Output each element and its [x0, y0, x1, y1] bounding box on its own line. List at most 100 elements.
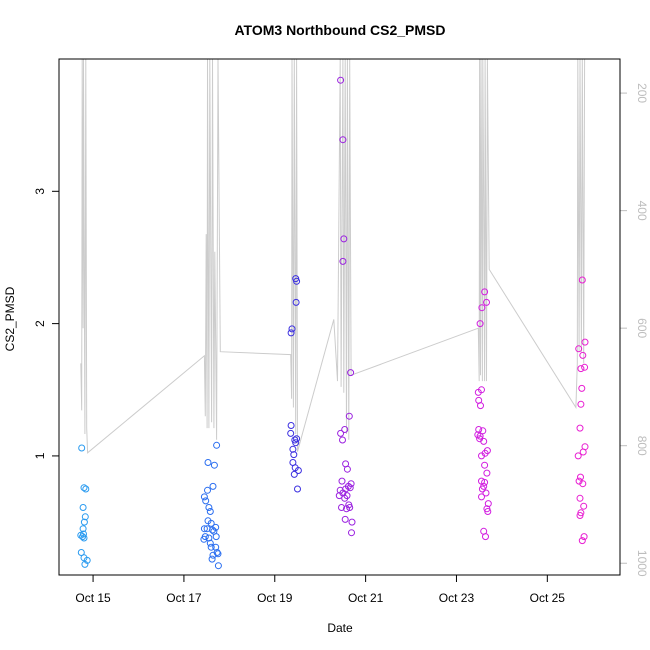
data-point [293, 277, 301, 285]
data-point [79, 525, 87, 533]
y-tick-label: 1 [33, 452, 47, 459]
data-point [579, 351, 587, 359]
data-point [481, 288, 489, 296]
data-point [81, 560, 89, 568]
data-point [341, 426, 349, 433]
x-tick-label: Oct 19 [257, 591, 293, 605]
data-point [339, 257, 347, 265]
data-point [83, 556, 91, 564]
data-point [577, 400, 585, 408]
data-point [289, 445, 297, 453]
data-point [335, 492, 343, 500]
x-tick-label: Oct 23 [439, 591, 475, 605]
data-point [340, 235, 348, 243]
data-point [482, 533, 489, 541]
data-point [80, 534, 88, 542]
data-point [209, 482, 217, 490]
data-point [212, 523, 220, 531]
data-point [479, 427, 487, 435]
data-point [483, 469, 491, 477]
data-point [477, 402, 484, 410]
data-point [574, 452, 582, 460]
data-point [341, 515, 349, 523]
data-point [206, 508, 214, 515]
data-point [207, 519, 215, 527]
data-point [293, 435, 301, 443]
data-point [294, 485, 301, 493]
data-point [339, 136, 347, 144]
data-point [578, 384, 586, 392]
data-point [347, 480, 355, 488]
data-point [484, 508, 492, 515]
y-tick-label: 2 [33, 320, 47, 327]
data-point [287, 422, 295, 429]
data-point [346, 504, 354, 511]
data-point [580, 533, 588, 541]
data-point [577, 473, 584, 481]
data-point [575, 345, 583, 353]
data-point [205, 534, 213, 542]
data-point [348, 529, 355, 537]
data-point [214, 550, 222, 558]
data-point [576, 512, 584, 519]
data-point [348, 518, 356, 526]
line-series-layer [80, 58, 586, 454]
data-point [476, 432, 484, 440]
y-axis-label: CS2_PMSD [3, 286, 17, 351]
data-point [474, 388, 482, 396]
data-point [287, 429, 295, 437]
data-point [475, 426, 483, 433]
right-tick-label: 400 [635, 201, 649, 221]
data-point [481, 478, 489, 486]
trace-line [80, 58, 586, 454]
data-point [205, 504, 213, 511]
data-point [208, 555, 216, 563]
data-point [576, 494, 584, 502]
data-point [294, 467, 302, 474]
data-point [482, 489, 490, 497]
x-axis-label: Date [327, 621, 353, 635]
data-point [200, 525, 208, 533]
data-point [341, 494, 349, 502]
plot-frame [58, 58, 621, 576]
data-point [78, 444, 86, 452]
data-point [483, 298, 490, 306]
x-tick-label: Oct 25 [530, 591, 566, 605]
x-tick-label: Oct 21 [348, 591, 384, 605]
data-point [343, 465, 351, 473]
data-point [77, 549, 85, 556]
x-tick-label: Oct 17 [166, 591, 202, 605]
data-point [580, 502, 588, 510]
right-tick-label: 600 [635, 318, 649, 338]
data-point [484, 500, 492, 508]
data-point [339, 436, 346, 444]
data-point [209, 551, 217, 559]
data-point [210, 461, 218, 469]
data-point [287, 329, 295, 337]
data-point [338, 477, 346, 485]
data-point [343, 505, 350, 513]
data-point [338, 504, 345, 511]
data-point [337, 429, 345, 437]
data-point [480, 437, 488, 445]
right-tick-label: 1000 [635, 550, 649, 577]
data-point [478, 485, 486, 493]
data-point [481, 461, 489, 469]
data-point [478, 304, 486, 312]
data-point [578, 537, 586, 545]
data-point [292, 298, 300, 306]
data-point [207, 543, 215, 551]
right-tick-label: 200 [635, 83, 649, 103]
data-point [576, 424, 584, 432]
data-point [347, 369, 355, 377]
data-point [206, 539, 214, 547]
data-point [202, 497, 210, 505]
data-point [476, 320, 484, 328]
data-point [581, 363, 589, 371]
data-point [204, 459, 212, 466]
data-point [577, 365, 585, 373]
scatter-points-layer [77, 76, 589, 570]
data-point [345, 412, 353, 420]
data-point [79, 504, 87, 511]
